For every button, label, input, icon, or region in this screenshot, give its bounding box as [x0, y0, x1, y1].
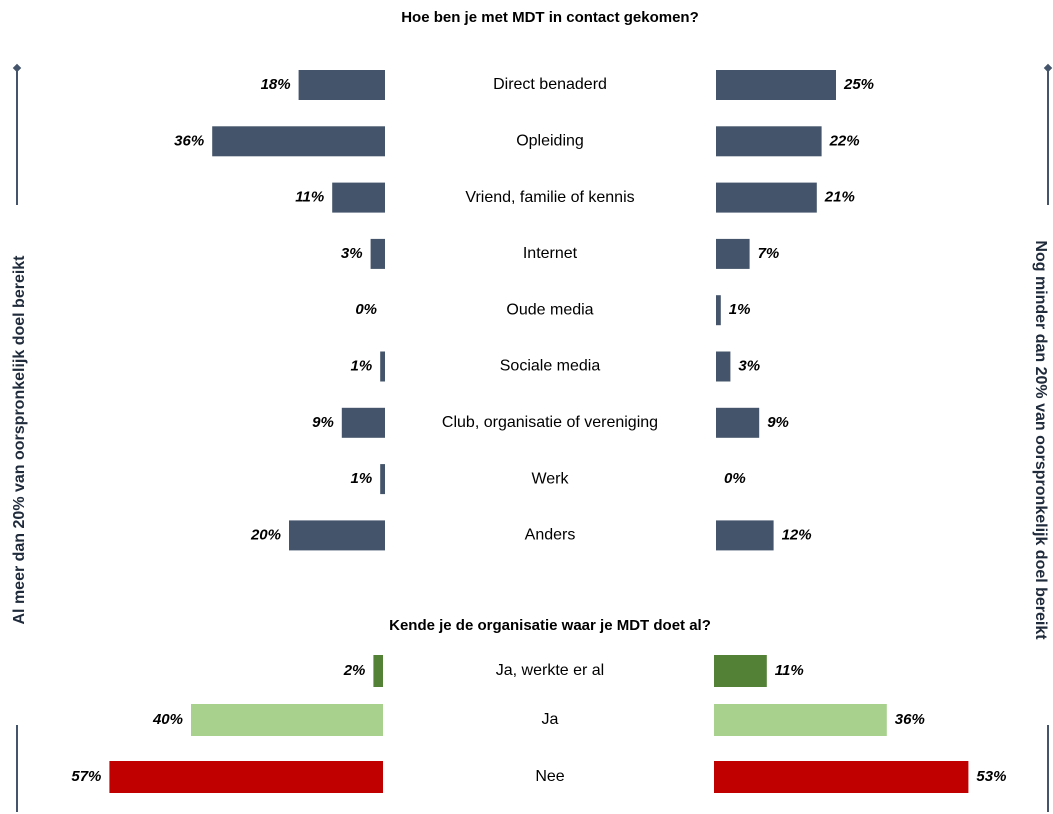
category-label: Oude media — [506, 301, 593, 318]
value-label: 0% — [355, 301, 377, 318]
value-label: 21% — [824, 189, 855, 206]
bar — [714, 655, 767, 687]
bar — [714, 761, 969, 793]
side-line-marker — [12, 63, 22, 73]
value-label: 2% — [343, 662, 366, 679]
side-line-marker — [1043, 63, 1053, 73]
bar — [191, 704, 383, 736]
category-label: Sociale media — [500, 358, 601, 375]
right-side-label: Nog minder dan 20% van oorspronkelijk do… — [1032, 240, 1049, 640]
chart-title: Kende je de organisatie waar je MDT doet… — [389, 617, 711, 634]
category-label: Ja — [542, 711, 559, 728]
bar — [332, 182, 385, 213]
value-label: 36% — [174, 132, 204, 149]
value-label: 53% — [976, 768, 1006, 785]
bar — [714, 704, 887, 736]
category-label: Direct benaderd — [493, 76, 607, 93]
bar — [109, 761, 384, 793]
value-label: 7% — [758, 245, 780, 262]
value-label: 40% — [152, 711, 183, 728]
value-label: 9% — [767, 414, 789, 431]
bar — [716, 407, 760, 438]
value-label: 18% — [261, 76, 291, 93]
bar — [341, 407, 385, 438]
value-label: 1% — [351, 357, 373, 374]
value-label: 22% — [829, 132, 860, 149]
bar — [716, 126, 822, 157]
category-label: Vriend, familie of kennis — [465, 189, 634, 206]
value-label: 1% — [729, 301, 751, 318]
value-label: 11% — [775, 662, 804, 679]
value-label: 25% — [843, 76, 874, 93]
bar — [380, 464, 385, 495]
value-label: 9% — [312, 414, 334, 431]
bar — [716, 351, 731, 382]
value-label: 36% — [895, 711, 925, 728]
value-label: 0% — [724, 470, 746, 487]
value-label: 11% — [295, 189, 324, 206]
bar — [716, 70, 836, 100]
value-label: 1% — [351, 470, 373, 487]
value-label: 20% — [250, 526, 281, 543]
value-label: 12% — [782, 526, 812, 543]
category-label: Internet — [523, 245, 578, 262]
bar — [716, 238, 750, 269]
value-label: 57% — [71, 768, 101, 785]
value-label: 3% — [341, 245, 363, 262]
bar — [380, 351, 385, 382]
bar — [212, 126, 385, 157]
category-label: Werk — [531, 470, 569, 487]
bar — [716, 182, 817, 213]
value-label: 3% — [738, 357, 760, 374]
category-label: Club, organisatie of vereniging — [442, 414, 658, 431]
bar — [298, 70, 385, 100]
category-label: Anders — [525, 527, 576, 544]
bar — [716, 520, 774, 551]
category-label: Nee — [535, 768, 564, 785]
category-label: Ja, werkte er al — [496, 662, 604, 679]
chart-title: Hoe ben je met MDT in contact gekomen? — [401, 9, 699, 26]
bar — [373, 655, 383, 687]
category-label: Opleiding — [516, 133, 584, 150]
bar — [289, 520, 385, 551]
left-side-label: Al meer dan 20% van oorspronkelijk doel … — [11, 255, 28, 625]
bar — [370, 238, 385, 269]
bar — [716, 295, 721, 326]
